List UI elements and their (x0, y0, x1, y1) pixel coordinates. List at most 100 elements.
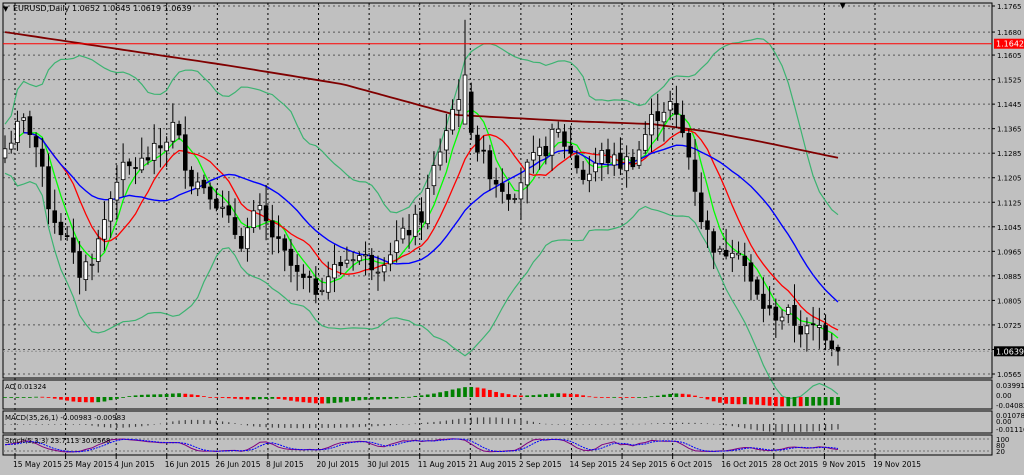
candle-body (133, 167, 138, 169)
candle (344, 246, 350, 268)
candle-body (425, 188, 430, 225)
price-tick-label: 1.1525 (997, 77, 1022, 85)
macd-bar (265, 424, 267, 428)
candle (730, 239, 735, 273)
macd-bar (23, 424, 25, 425)
macd-bar (78, 424, 81, 425)
candle (611, 142, 617, 176)
macd-bar (657, 423, 659, 424)
candle-body (705, 220, 710, 230)
macd-bar (532, 421, 534, 424)
chart-shift-marker-icon[interactable]: ▼ (840, 2, 846, 10)
candle-body (767, 305, 772, 309)
candle (226, 191, 232, 223)
candle-body (686, 133, 692, 158)
candle (381, 257, 387, 282)
candle (835, 344, 841, 366)
candle-body (711, 231, 716, 253)
candle-body (754, 279, 760, 295)
ao-bar (239, 397, 244, 400)
ao-bar (705, 397, 710, 400)
candle-body (313, 278, 319, 295)
candle-body (798, 325, 803, 335)
ao-bar (226, 397, 231, 399)
ao-bar (556, 393, 561, 397)
macd-bar (309, 424, 311, 429)
macd-bar (340, 424, 342, 428)
candle-body (40, 148, 45, 167)
macd-bar (402, 424, 404, 425)
candle (21, 113, 26, 133)
candle-body (667, 101, 673, 111)
ao-bar (338, 397, 343, 403)
ao-bar (96, 397, 101, 403)
macd-bar (439, 421, 441, 424)
macd-bar (358, 424, 360, 428)
candle-body (636, 149, 642, 166)
candle (145, 146, 151, 165)
candle-body (52, 210, 57, 223)
ao-bar (108, 397, 113, 401)
time-tick-label: 26 Jun 2015 (215, 460, 260, 469)
candle (170, 103, 176, 149)
candle-body (357, 255, 362, 262)
ma-slow-line (4, 31, 839, 159)
candle (500, 168, 505, 204)
stoch-main-line (4, 438, 839, 453)
candle-body (381, 264, 387, 273)
candle (748, 254, 754, 301)
time-tick-label: 4 Jun 2015 (114, 460, 155, 469)
macd-bar (97, 424, 99, 427)
macd-bar (277, 424, 280, 428)
macd-bar (607, 423, 609, 425)
macd-bar (153, 424, 155, 425)
ao-bar (718, 397, 722, 403)
candle-body (344, 259, 350, 264)
candle (456, 79, 462, 128)
ao-bar (693, 395, 697, 397)
candle (692, 139, 698, 206)
ao-bar (618, 397, 623, 398)
candle (599, 142, 605, 181)
candle-body (226, 205, 232, 216)
candle (537, 138, 542, 170)
candle-body (332, 263, 337, 279)
candle-body (2, 148, 8, 159)
candle (823, 314, 828, 351)
candle (686, 128, 692, 170)
ohlc-readout: 1.0652 1.0645 1.0619 1.0639 (72, 4, 192, 13)
collapse-arrow-icon[interactable]: ▼ (3, 5, 9, 13)
ao-bar (829, 397, 834, 406)
candle-body (444, 130, 449, 151)
candle (804, 317, 810, 352)
macd-bar (178, 420, 180, 424)
price-candles[interactable] (2, 19, 841, 366)
ao-bar (444, 391, 449, 397)
candle-body (475, 134, 480, 153)
candle (108, 191, 113, 238)
awesome-oscillator-bars (3, 387, 840, 407)
ao-bar (475, 387, 480, 397)
candle (350, 252, 356, 271)
macd-bar (520, 419, 522, 424)
macd-bar (837, 424, 839, 430)
candle-body (500, 183, 505, 192)
macd-bar (209, 420, 211, 424)
ao-bar (152, 394, 157, 397)
price-tick-label: 1.0885 (997, 273, 1022, 281)
ao-bar (214, 397, 219, 398)
candle (89, 253, 95, 281)
candle (388, 242, 393, 272)
candle (431, 151, 437, 195)
ao-bar (494, 391, 498, 397)
candle-body (89, 263, 95, 266)
candle-body (618, 152, 623, 169)
ao-bar (630, 397, 635, 398)
price-tick-label: 1.1205 (997, 175, 1022, 183)
candle (425, 174, 430, 230)
candle (549, 123, 555, 171)
candle-body (369, 254, 375, 271)
ao-bar (71, 397, 76, 402)
